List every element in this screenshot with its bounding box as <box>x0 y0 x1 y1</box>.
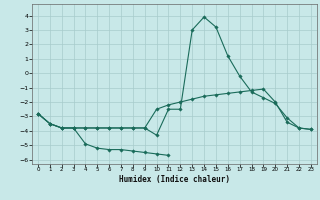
X-axis label: Humidex (Indice chaleur): Humidex (Indice chaleur) <box>119 175 230 184</box>
